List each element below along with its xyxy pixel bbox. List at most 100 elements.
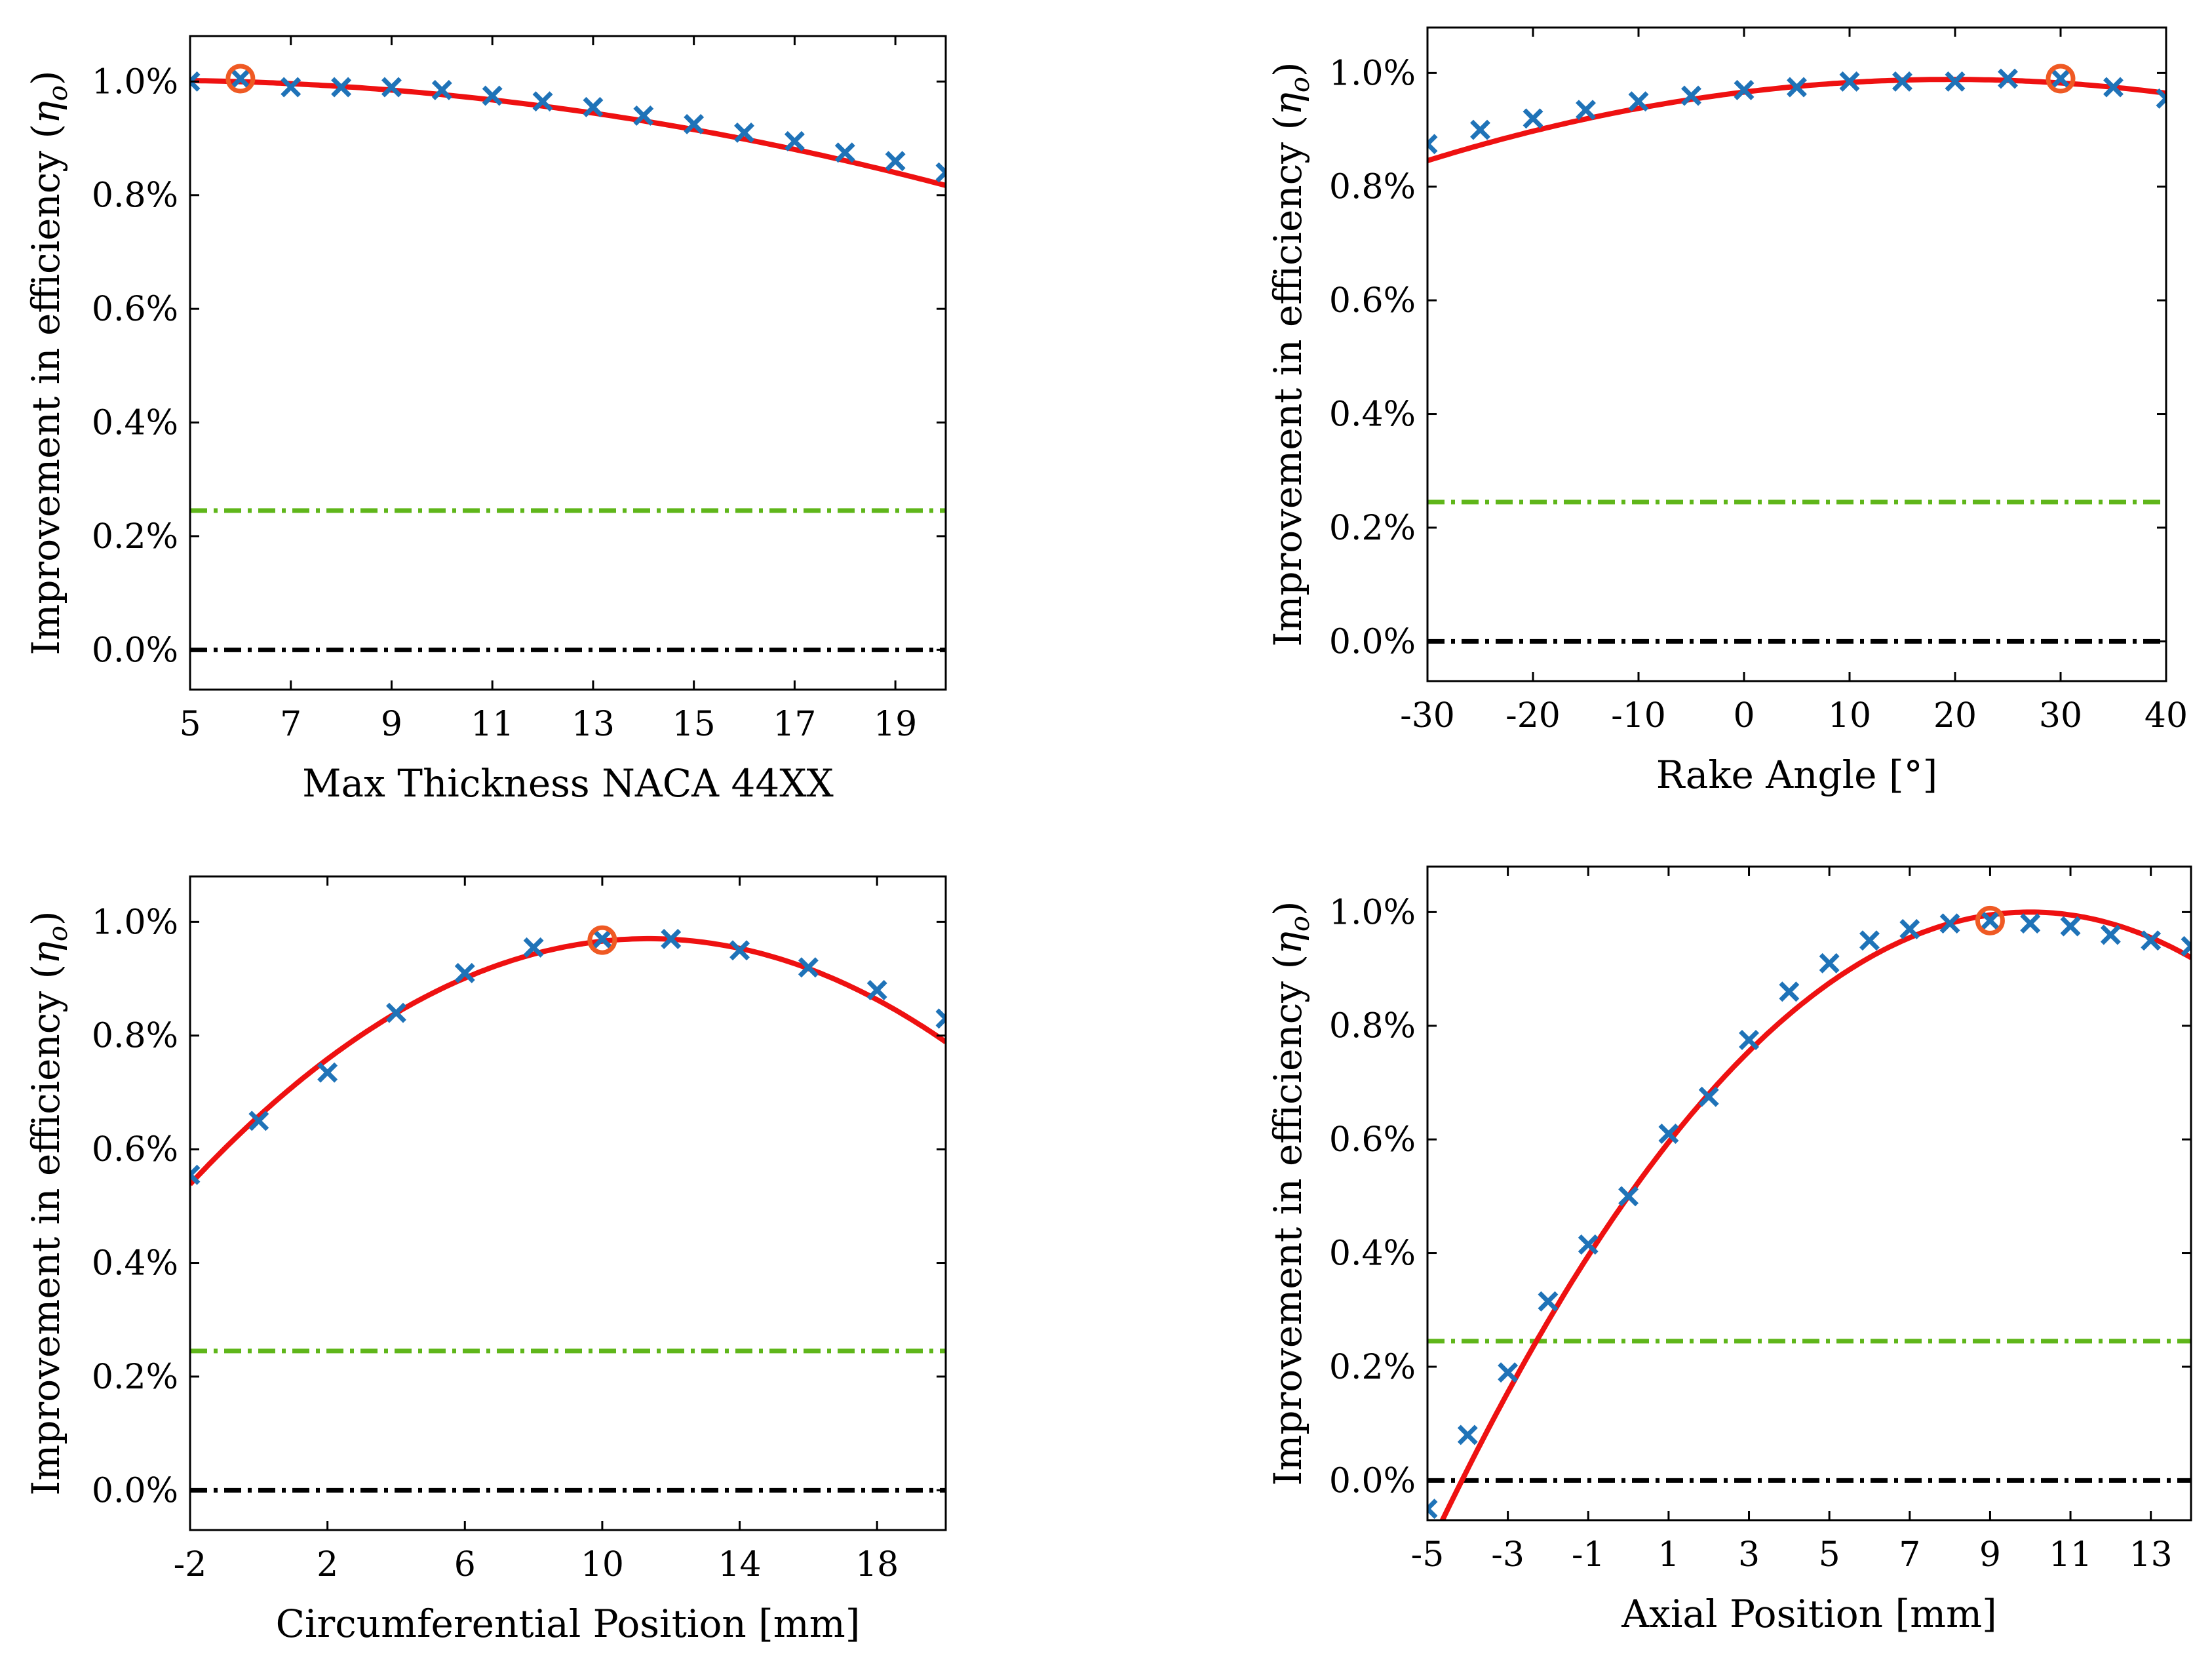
data-point — [1538, 1291, 1559, 1312]
data-point — [684, 113, 705, 134]
y-axis-label-subscript: o — [1285, 77, 1315, 92]
data-point — [1819, 952, 1840, 973]
y-tick-label: 0.0% — [92, 631, 178, 670]
data-point — [1658, 1123, 1679, 1144]
data-point — [729, 940, 750, 961]
x-tick-label: -30 — [1400, 696, 1455, 736]
data-point — [331, 77, 352, 98]
data-point — [1899, 918, 1920, 939]
x-tick-label: 13 — [572, 705, 615, 744]
y-tick-label: 1.0% — [1329, 54, 1416, 93]
y-axis-label-close: ) — [1266, 901, 1310, 916]
data-point — [190, 71, 201, 92]
x-tick-label: 10 — [1828, 696, 1871, 736]
x-axis-label: Rake Angle [°] — [1656, 753, 1937, 797]
data-point — [784, 130, 805, 151]
data-point — [281, 77, 301, 98]
y-tick-label: 1.0% — [1329, 893, 1416, 932]
optimum-marker — [587, 925, 617, 955]
data-point — [1427, 1499, 1438, 1520]
y-axis-label-symbol: η — [24, 101, 68, 124]
x-tick-label: 11 — [2049, 1535, 2092, 1575]
x-tick-label: 2 — [317, 1545, 338, 1584]
data-point — [1457, 1424, 1478, 1445]
data-point — [2100, 924, 2121, 945]
x-tick-label: 7 — [280, 705, 301, 744]
data-point — [1839, 71, 1860, 92]
y-tick-label: 0.0% — [1329, 1461, 1416, 1501]
y-tick-label: 0.8% — [1329, 1007, 1416, 1046]
x-tick-label: 5 — [1819, 1535, 1840, 1575]
y-tick-label: 0.2% — [92, 517, 178, 557]
x-tick-label: 15 — [672, 705, 716, 744]
x-tick-label: -5 — [1411, 1535, 1445, 1575]
data-point — [1859, 930, 1880, 951]
axes-box — [189, 35, 947, 691]
data-point — [798, 957, 819, 978]
data-point — [248, 1110, 269, 1131]
data-point — [1892, 71, 1912, 92]
data-point — [1739, 1029, 1760, 1050]
y-tick-label: 0.4% — [1329, 395, 1416, 435]
y-tick-label: 0.6% — [92, 290, 178, 329]
x-tick-label: -1 — [1572, 1535, 1605, 1575]
data-point — [734, 122, 755, 143]
data-point — [2141, 930, 2162, 951]
y-axis-label-main: Improvement in efficiency ( — [1266, 954, 1310, 1486]
data-point — [592, 928, 613, 949]
y-axis-label-main: Improvement in efficiency ( — [24, 124, 68, 656]
axes-box — [189, 875, 947, 1531]
data-point — [2156, 88, 2166, 109]
y-axis-label-subscript: o — [1285, 916, 1315, 932]
data-point — [1779, 981, 1800, 1002]
plot-area — [1427, 905, 2191, 1520]
x-tick-label: 18 — [855, 1545, 899, 1584]
data-point — [1576, 100, 1596, 121]
data-point — [1698, 1086, 1719, 1107]
y-tick-label: 0.0% — [92, 1471, 178, 1510]
x-axis-label: Max Thickness NACA 44XX — [302, 761, 834, 806]
y-tick-label: 0.0% — [1329, 622, 1416, 661]
y-tick-label: 0.4% — [92, 404, 178, 443]
y-axis-label-symbol: η — [24, 941, 68, 964]
x-tick-label: 5 — [179, 705, 201, 744]
y-axis-label-subscript: o — [43, 926, 73, 941]
data-point — [866, 979, 887, 1000]
data-point — [1734, 79, 1755, 100]
y-tick-label: 1.0% — [92, 903, 178, 942]
y-axis-label: Improvement in efficiency (ηo) — [24, 911, 73, 1495]
y-tick-label: 0.8% — [92, 176, 178, 216]
data-point — [583, 96, 604, 117]
data-point — [1523, 108, 1543, 129]
data-point — [431, 79, 452, 100]
data-point — [661, 928, 682, 949]
data-point — [935, 1008, 946, 1029]
axes-box — [1426, 865, 2192, 1522]
x-tick-label: 19 — [874, 705, 917, 744]
optimum-marker — [225, 64, 256, 94]
data-point — [1498, 1362, 1519, 1383]
data-point — [935, 162, 946, 183]
y-axis-label-close: ) — [1266, 62, 1310, 77]
optimum-marker — [1975, 905, 2005, 935]
x-tick-label: 6 — [454, 1545, 476, 1584]
x-axis-label: Circumferential Position [mm] — [276, 1601, 861, 1646]
y-axis-label: Improvement in efficiency (ηo) — [1266, 901, 1315, 1485]
y-tick-label: 0.6% — [1329, 281, 1416, 321]
y-axis-label-symbol: η — [1266, 92, 1310, 115]
x-tick-label: -2 — [174, 1545, 207, 1584]
data-point — [454, 962, 475, 983]
plot-area — [1427, 64, 2166, 644]
y-tick-label: 1.0% — [92, 62, 178, 102]
x-tick-label: 10 — [581, 1545, 624, 1584]
x-tick-label: 40 — [2144, 696, 2188, 736]
x-tick-label: 7 — [1899, 1535, 1920, 1575]
y-axis-label-close: ) — [24, 911, 68, 926]
data-point — [885, 151, 906, 172]
x-tick-label: -3 — [1491, 1535, 1524, 1575]
data-point — [381, 77, 402, 98]
x-tick-label: -20 — [1505, 696, 1561, 736]
x-tick-label: -10 — [1611, 696, 1666, 736]
y-tick-label: 0.6% — [1329, 1120, 1416, 1160]
data-point — [1628, 91, 1649, 112]
